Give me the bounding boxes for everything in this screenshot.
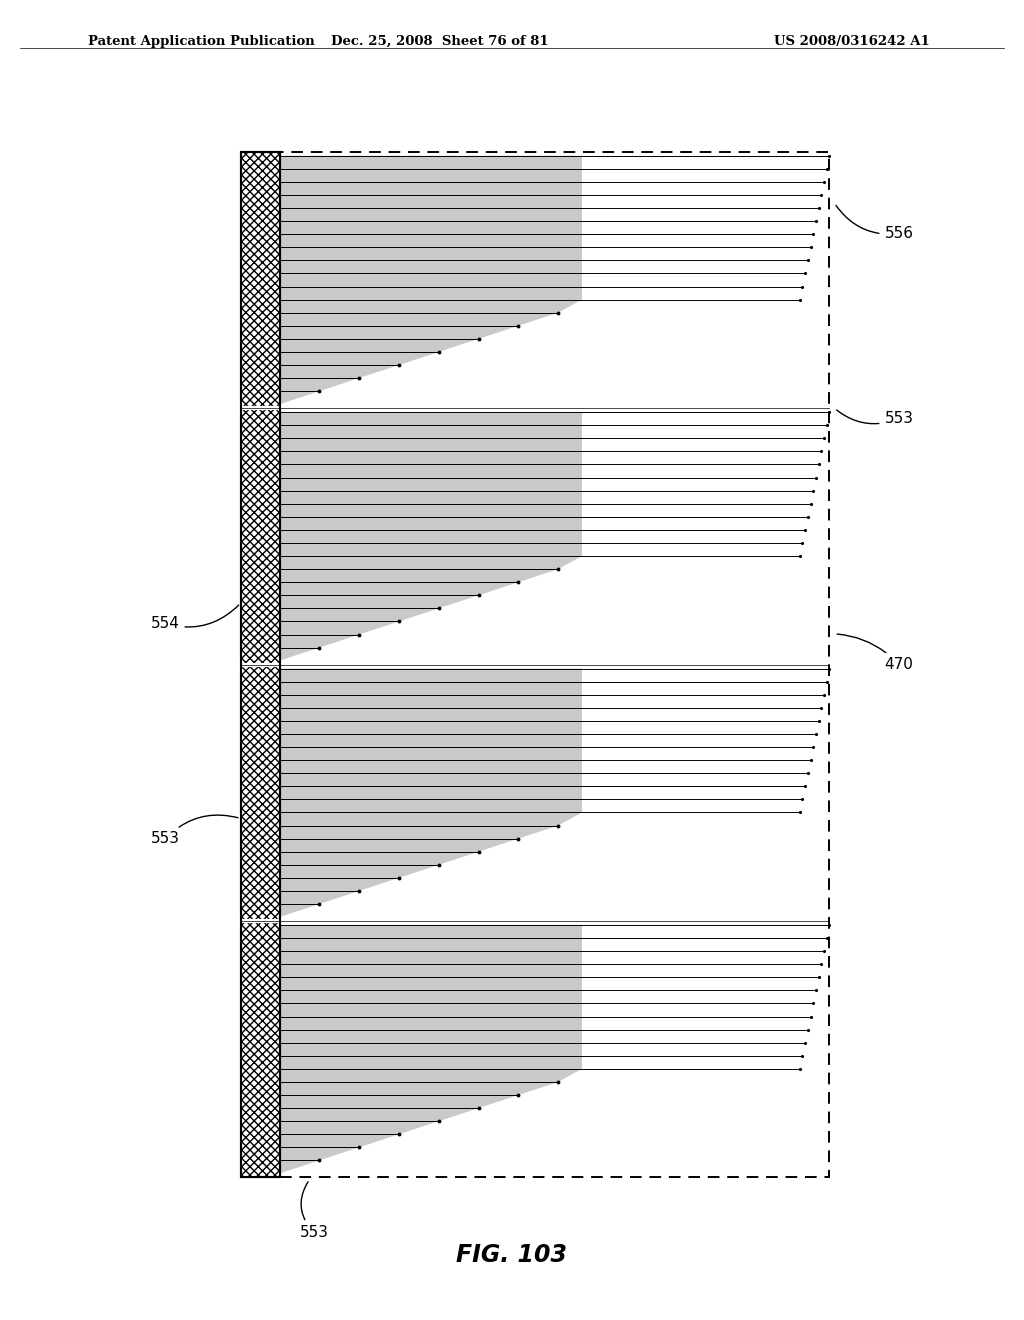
Text: 556: 556: [836, 206, 913, 242]
Text: Dec. 25, 2008  Sheet 76 of 81: Dec. 25, 2008 Sheet 76 of 81: [331, 36, 549, 48]
Text: Patent Application Publication: Patent Application Publication: [88, 36, 314, 48]
Bar: [280, 152, 829, 1177]
Polygon shape: [280, 668, 582, 917]
Polygon shape: [280, 156, 582, 404]
Text: 553: 553: [837, 411, 913, 426]
Bar: [241, 152, 280, 1177]
Text: US 2008/0316242 A1: US 2008/0316242 A1: [774, 36, 930, 48]
Polygon shape: [280, 925, 582, 1173]
Text: 553: 553: [151, 814, 238, 846]
Text: 554: 554: [151, 605, 239, 631]
Text: 553: 553: [300, 1181, 329, 1239]
Text: 470: 470: [838, 634, 913, 672]
Polygon shape: [280, 412, 582, 660]
Bar: [241, 152, 280, 1177]
Text: FIG. 103: FIG. 103: [457, 1243, 567, 1267]
